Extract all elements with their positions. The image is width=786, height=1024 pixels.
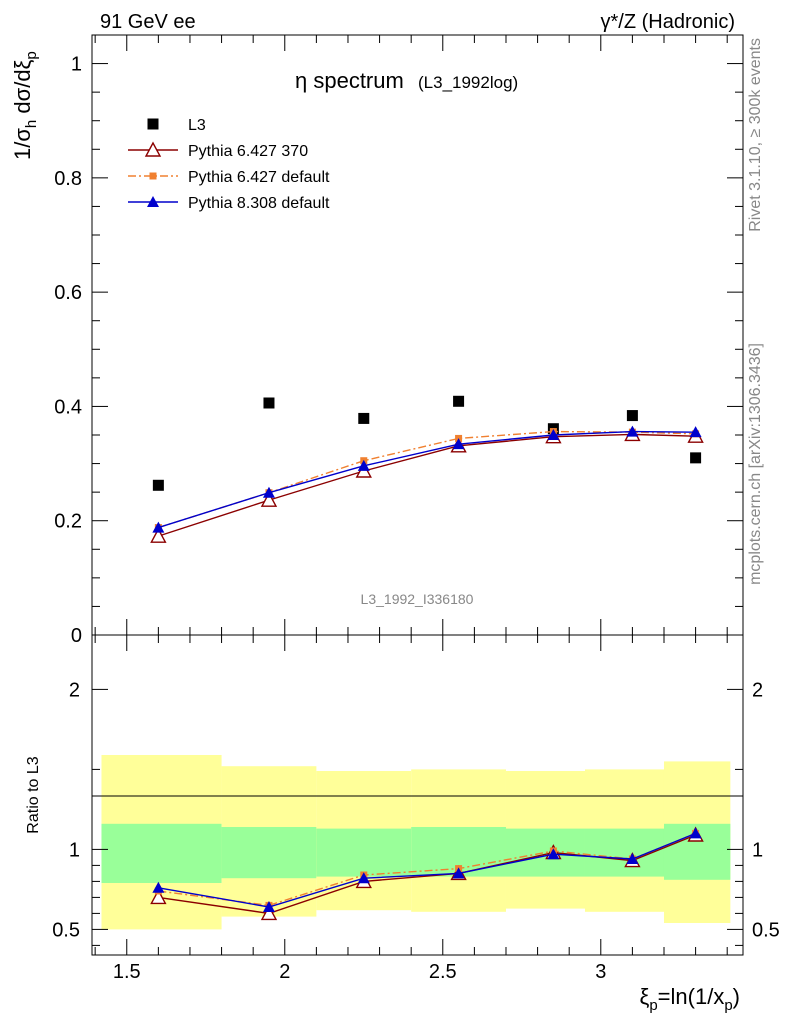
main-ytick-label: 0.2 xyxy=(54,511,82,533)
xaxis-label: ξp=ln(1/xp) xyxy=(639,984,740,1014)
mcplots-label: mcplots.cern.ch [arXiv:1306.3436] xyxy=(747,343,764,585)
band-inner-0 xyxy=(101,823,222,883)
ratio-ytick-label: 2 xyxy=(69,679,80,701)
header-right: γ*/Z (Hadronic) xyxy=(601,11,735,33)
main-point-s0-6 xyxy=(690,452,702,464)
ratio-point-s2-3 xyxy=(452,867,465,879)
ratio-axis-ticks xyxy=(92,635,743,955)
main-ytick-label: 1 xyxy=(71,54,82,76)
main-point-s0-3 xyxy=(453,395,465,407)
main-ytick-label: 0.6 xyxy=(54,282,82,304)
main-series-1 xyxy=(150,425,704,543)
ratio-ytick-label-right: 0.5 xyxy=(752,919,780,941)
main-point-s3-5 xyxy=(626,425,639,437)
svg-text:ξp=ln(1/xp): ξp=ln(1/xp) xyxy=(639,984,740,1014)
svg-text:1/σh dσ/dξp: 1/σh dσ/dξp xyxy=(10,51,40,160)
ratio-point-s2-1 xyxy=(262,901,275,912)
xtick-labels: 1.5 2 2.5 3 xyxy=(113,961,606,983)
legend-label-0: L3 xyxy=(188,117,206,134)
xtick-label: 1.5 xyxy=(113,961,141,983)
band-inner-2 xyxy=(316,828,412,877)
main-ylabel: 1/σh dσ/dξp xyxy=(10,51,40,160)
ratio-ytick-labels: 0.5 0.5 1 1 2 2 xyxy=(52,679,780,941)
legend-marker-0 xyxy=(147,118,159,130)
ratio-ytick-label-right: 1 xyxy=(752,839,763,861)
xtick-label: 2 xyxy=(279,961,290,983)
main-point-s0-0 xyxy=(152,479,164,491)
ratio-ytick-label: 1 xyxy=(69,839,80,861)
legend-marker-2 xyxy=(149,172,157,180)
ratio-point-s2-2 xyxy=(357,872,370,884)
main-point-s0-2 xyxy=(358,412,370,424)
legend-entry-3: Pythia 8.308 default xyxy=(128,195,330,212)
main-ytick-label: 0 xyxy=(71,625,82,647)
legend-label-3: Pythia 8.308 default xyxy=(188,195,330,212)
legend: L3 Pythia 6.427 370 Pythia 6.427 default Py… xyxy=(128,117,330,212)
main-point-s3-0 xyxy=(152,521,165,533)
main-series-line-3 xyxy=(158,430,696,529)
band-inner-1 xyxy=(221,827,317,879)
main-point-s0-5 xyxy=(626,410,638,422)
main-point-s1-0 xyxy=(150,527,167,543)
legend-label-1: Pythia 6.427 370 xyxy=(188,143,308,160)
watermark-label: L3_1992_I336180 xyxy=(361,591,474,607)
ratio-point-s0-1 xyxy=(260,904,278,921)
main-point-s3-6 xyxy=(689,426,702,438)
ratio-plot-panel: 0.5 0.5 1 1 2 2 1.5 2 2.5 3 Ratio to L3 xyxy=(25,634,780,983)
main-series-2 xyxy=(154,428,700,532)
rivet-label: Rivet 3.1.10, ≥ 300k events xyxy=(747,38,764,232)
main-series-0 xyxy=(152,395,702,491)
ratio-ytick-label: 0.5 xyxy=(52,919,80,941)
main-ytick-labels: 0 0.2 0.4 0.6 0.8 1 xyxy=(54,54,82,647)
main-axis-ticks xyxy=(92,35,743,636)
main-series-group xyxy=(150,395,704,543)
ratio-point-s2-0 xyxy=(152,881,165,893)
ratio-plot-frame xyxy=(91,634,744,956)
ratio-series-2 xyxy=(152,827,702,912)
legend-label-2: Pythia 6.427 default xyxy=(188,169,330,186)
legend-marker-3 xyxy=(147,196,159,207)
legend-marker-1 xyxy=(144,141,162,157)
ratio-point-s2-4 xyxy=(547,848,560,860)
ratio-point-s2-6 xyxy=(689,827,702,839)
main-point-s0-1 xyxy=(263,397,275,409)
main-series-3 xyxy=(152,425,702,533)
ratio-ylabel: Ratio to L3 xyxy=(25,756,42,833)
main-title-sub: (L3_1992log) xyxy=(418,73,518,92)
legend-entry-2: Pythia 6.427 default xyxy=(128,169,330,186)
main-series-line-2 xyxy=(158,430,696,529)
main-point-s3-4 xyxy=(547,429,560,440)
ratio-point-s0-0 xyxy=(150,888,167,905)
xtick-label: 2.5 xyxy=(429,961,457,983)
main-ytick-label: 0.8 xyxy=(54,168,82,190)
header-left: 91 GeV ee xyxy=(100,11,196,33)
main-title: η spectrum xyxy=(295,68,404,93)
ratio-series-group xyxy=(150,826,704,921)
legend-entry-0: L3 xyxy=(147,117,206,134)
ratio-point-s2-5 xyxy=(626,853,639,864)
xtick-label: 3 xyxy=(595,961,606,983)
main-point-s3-1 xyxy=(262,486,275,498)
main-point-s3-2 xyxy=(357,459,370,471)
main-plot-panel: 0 0.2 0.4 0.6 0.8 1 η spectrum (L3_1992log) L… xyxy=(54,34,744,647)
ratio-ytick-label-right: 2 xyxy=(752,679,763,701)
main-point-s1-1 xyxy=(260,491,278,507)
main-ytick-label: 0.4 xyxy=(54,396,82,418)
main-point-s3-3 xyxy=(452,438,465,450)
main-series-line-1 xyxy=(158,433,696,537)
legend-entry-1: Pythia 6.427 370 xyxy=(128,141,308,160)
